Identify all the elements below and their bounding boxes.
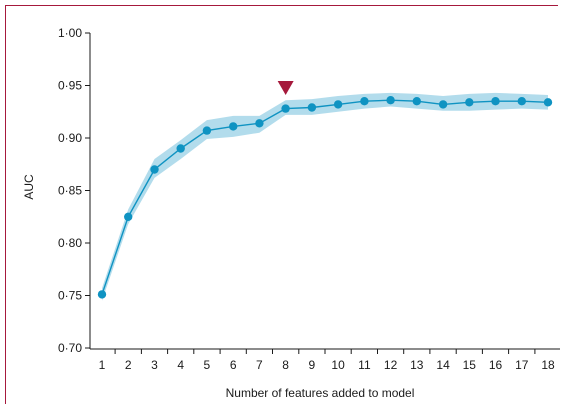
- y-tick-label: 0·80: [58, 236, 82, 250]
- data-point-9: [307, 103, 317, 112]
- data-point-6: [229, 122, 238, 131]
- data-point-1: [97, 290, 107, 299]
- x-tick-label: 10: [331, 358, 345, 372]
- y-tick-label: 1·00: [58, 26, 82, 40]
- y-tick-label: 0·70: [58, 341, 82, 355]
- y-tick-label: 0·95: [58, 79, 82, 93]
- data-point-7: [255, 119, 264, 128]
- x-tick-label: 4: [177, 358, 184, 372]
- data-point-16: [491, 97, 500, 106]
- data-point-13: [412, 97, 421, 106]
- data-point-11: [360, 97, 369, 106]
- x-tick-label: 16: [489, 358, 503, 372]
- data-points-layer: [97, 96, 553, 299]
- data-point-10: [333, 100, 343, 109]
- figure-frame: [5, 5, 558, 404]
- y-tick-label: 0·85: [58, 184, 82, 198]
- x-tick-label: 3: [151, 358, 158, 372]
- x-tick-label: 12: [384, 358, 398, 372]
- y-tick-label: 0·75: [58, 289, 82, 303]
- x-tick-label: 5: [204, 358, 211, 372]
- x-tick-label: 8: [282, 358, 289, 372]
- x-tick-label: 7: [256, 358, 263, 372]
- data-point-5: [202, 126, 212, 135]
- data-point-12: [386, 96, 395, 105]
- data-point-4: [176, 144, 185, 153]
- y-axis-title: AUC: [22, 174, 36, 200]
- x-tick-label: 11: [358, 358, 371, 372]
- axes-layer: 0·700·750·800·850·900·951·001 2 3 4 5 6 7 8 9 10 1…: [58, 26, 560, 372]
- series-line-0: [101, 99, 549, 295]
- x-tick-label: 15: [463, 358, 477, 372]
- x-tick-label: 18: [541, 358, 555, 372]
- x-tick-label: 17: [515, 358, 529, 372]
- marker-layer: [277, 81, 294, 95]
- series-line-layer: [101, 99, 549, 295]
- x-tick-label: 1: [99, 358, 106, 372]
- data-point-17: [517, 97, 526, 106]
- data-point-15: [465, 98, 474, 107]
- x-tick-label: 2: [125, 358, 132, 372]
- x-tick-label: 6: [230, 358, 237, 372]
- data-point-14: [438, 100, 448, 109]
- data-point-8: [281, 104, 290, 113]
- data-point-2: [124, 212, 133, 221]
- confidence-band-0: [102, 92, 548, 301]
- x-tick-label: 9: [309, 358, 316, 372]
- x-axis-title: Number of features added to model: [226, 386, 415, 400]
- data-point-18: [543, 98, 553, 107]
- x-tick-label: 14: [436, 358, 450, 372]
- x-tick-label: 13: [410, 358, 424, 372]
- y-tick-label: 0·90: [58, 131, 82, 145]
- confidence-band-layer: [102, 92, 548, 301]
- data-point-3: [150, 165, 159, 174]
- selection-marker-icon: [277, 81, 294, 95]
